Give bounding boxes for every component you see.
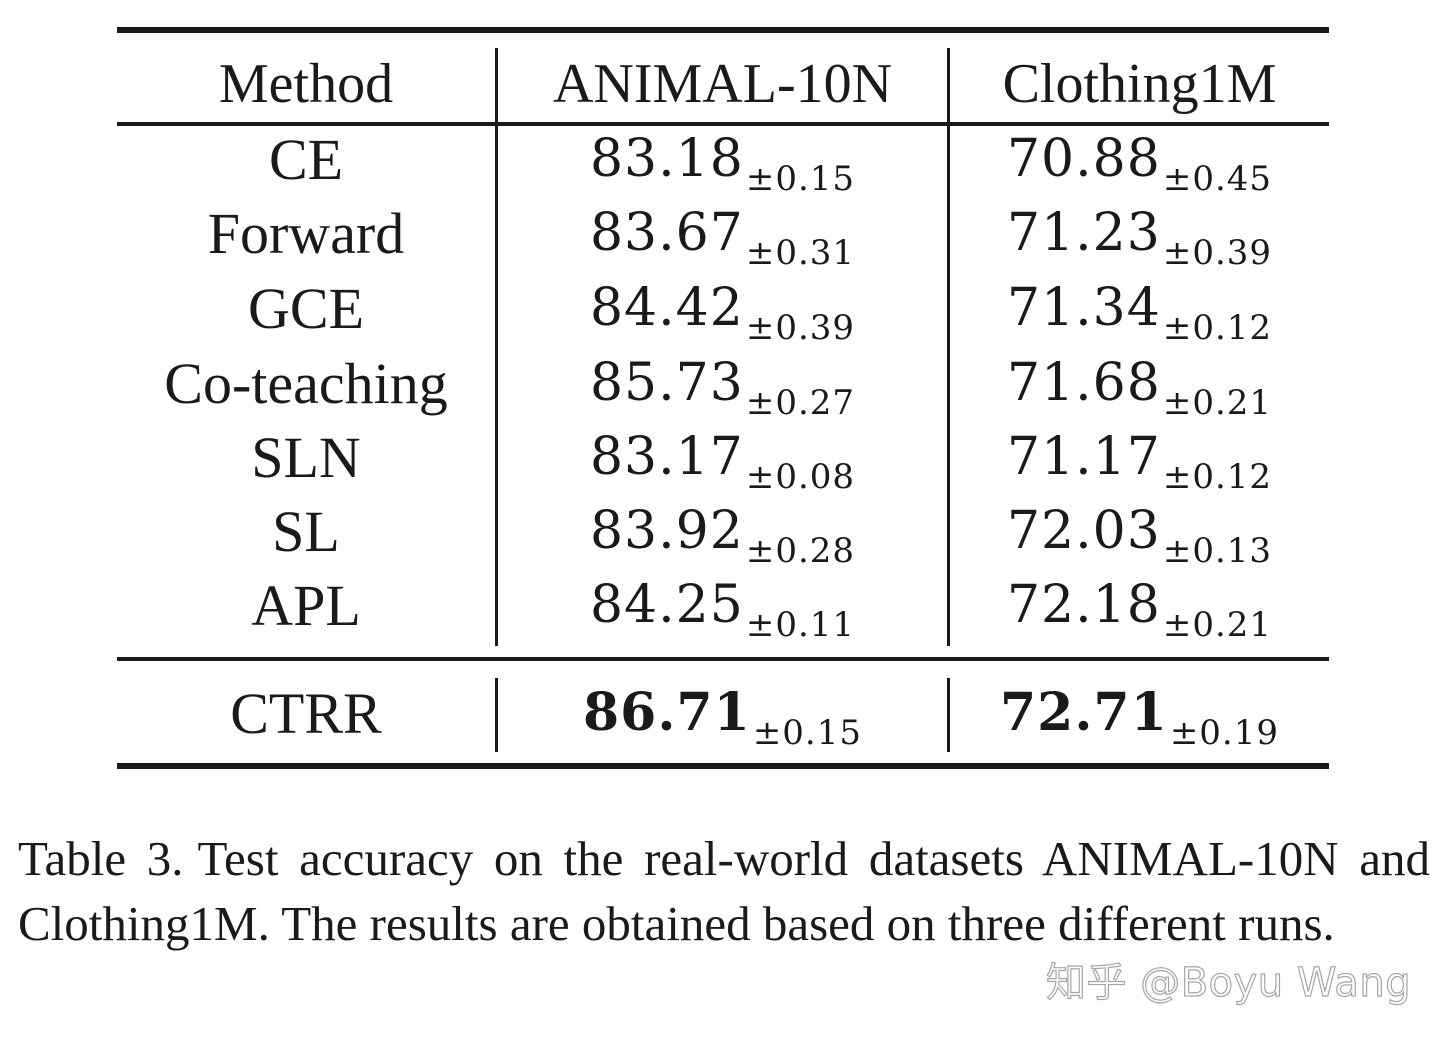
animal-accuracy: 85.73±0.27 <box>589 353 856 423</box>
watermark: 知乎 @Boyu Wang <box>1045 959 1412 1006</box>
column-divider <box>947 678 950 752</box>
table-caption: Table 3. Test accuracy on the real-world … <box>18 826 1430 956</box>
table-separator-rule <box>117 657 1329 661</box>
animal-accuracy: 83.17±0.08 <box>589 427 856 497</box>
table-bottom-rule <box>117 763 1329 769</box>
animal-accuracy: 84.42±0.39 <box>589 278 856 348</box>
header-clothing1m: Clothing1M <box>1002 53 1277 115</box>
clothing-accuracy: 72.18±0.21 <box>1006 575 1273 645</box>
caption-text: Test accuracy on the real-world datasets… <box>18 831 1430 951</box>
caption-label: Table 3. <box>18 831 184 886</box>
animal-accuracy: 83.67±0.31 <box>589 203 856 273</box>
method-name: GCE <box>248 276 364 341</box>
column-divider <box>495 678 498 752</box>
clothing-accuracy: 72.03±0.13 <box>1006 501 1273 571</box>
method-name: CE <box>268 127 344 192</box>
method-name: SLN <box>251 425 361 490</box>
proposed-method-name: CTRR <box>230 681 382 746</box>
clothing-accuracy: 71.23±0.39 <box>1006 203 1273 273</box>
method-name: APL <box>251 573 361 638</box>
animal-accuracy: 84.25±0.11 <box>589 575 856 645</box>
method-name: Co-teaching <box>164 351 448 416</box>
header-method: Method <box>218 53 394 115</box>
table-header-rule <box>117 122 1329 126</box>
column-divider <box>495 48 498 646</box>
clothing-accuracy: 71.68±0.21 <box>1006 353 1273 423</box>
method-name: SL <box>272 499 340 564</box>
header-animal-10n: ANIMAL-10N <box>552 53 893 115</box>
proposed-animal-accuracy: 86.71±0.15 <box>582 682 863 753</box>
clothing-accuracy: 71.34±0.12 <box>1006 278 1273 348</box>
column-divider <box>947 48 950 646</box>
animal-accuracy: 83.92±0.28 <box>589 501 856 571</box>
clothing-accuracy: 70.88±0.45 <box>1006 129 1273 199</box>
results-table: Method ANIMAL-10N Clothing1M CE 83.18±0.… <box>117 0 1329 1039</box>
method-name: Forward <box>207 201 405 266</box>
table-top-rule <box>117 27 1329 33</box>
clothing-accuracy: 71.17±0.12 <box>1006 427 1273 497</box>
animal-accuracy: 83.18±0.15 <box>589 129 856 199</box>
proposed-clothing-accuracy: 72.71±0.19 <box>999 682 1280 753</box>
